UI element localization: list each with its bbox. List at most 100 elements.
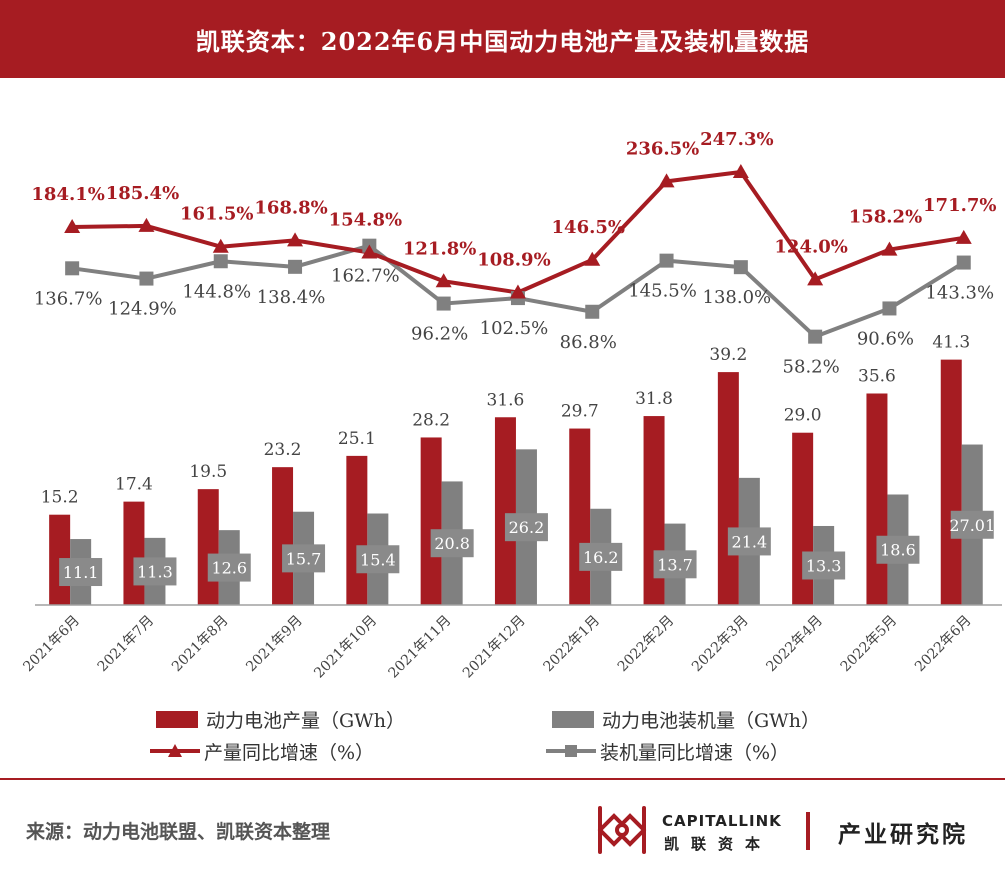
source-note: 来源：动力电池联盟、凯联资本整理	[26, 821, 331, 843]
marker-production-growth	[212, 238, 229, 253]
bar-installed-label-box	[504, 513, 548, 542]
bar-production	[940, 359, 962, 605]
marker-production-growth	[138, 217, 155, 232]
line-production-growth-label: 247.3%	[700, 129, 773, 150]
x-tick-label: 2022年3月	[689, 613, 752, 676]
bar-installed-label: 16.2	[583, 548, 619, 567]
line-installed-growth-label: 144.8%	[182, 281, 251, 302]
line-production-growth-label: 161.5%	[180, 204, 253, 225]
legend-installed-growth-label: 装机量同比增速（%）	[600, 741, 790, 764]
bar-installed-label-box	[430, 529, 474, 558]
marker-installed-growth	[659, 253, 674, 268]
marker-installed-growth	[65, 261, 80, 276]
marker-production-growth	[807, 271, 824, 286]
marker-production-growth	[732, 164, 749, 179]
marker-production-growth	[584, 251, 601, 266]
bar-installed-label: 20.8	[434, 534, 470, 553]
marker-installed-growth	[882, 301, 897, 316]
bar-production	[420, 437, 442, 605]
bar-installed-label: 26.2	[509, 518, 545, 537]
x-tick-label: 2022年2月	[615, 613, 678, 676]
line-production-growth	[72, 170, 965, 295]
line-installed-growth-label: 58.2%	[783, 357, 840, 378]
line-production-growth-label: 108.9%	[477, 250, 550, 271]
bar-production-label: 28.2	[412, 410, 450, 430]
bar-production-label: 31.6	[487, 390, 525, 410]
line-installed-growth-label: 90.6%	[857, 328, 914, 349]
bar-installed-label-box	[356, 545, 400, 574]
line-installed-growth-label: 162.7%	[331, 266, 400, 287]
bar-production-label: 35.6	[858, 366, 896, 386]
bar-installed-label: 13.3	[806, 556, 842, 575]
footer-divider	[0, 778, 1005, 780]
bar-installed-label: 21.4	[732, 532, 768, 551]
line-installed-growth-label: 136.7%	[34, 288, 103, 309]
marker-installed-growth	[733, 260, 748, 275]
bar-installed-label-box	[802, 551, 846, 580]
battery-chart: 15.2 11.1 17.4 11.3 19.5 12.6 23.2 15.7 25.1 15.4…	[20, 129, 1002, 682]
x-tick-label: 2021年10月	[311, 613, 380, 682]
bar-installed-label-box	[579, 542, 623, 571]
legend-installed-label: 动力电池装机量（GWh）	[602, 709, 820, 732]
bar-installed-label-box	[207, 553, 251, 582]
marker-installed-growth	[213, 254, 228, 269]
marker-production-growth	[435, 273, 452, 288]
line-installed-growth-label: 102.5%	[480, 318, 549, 339]
line-production-growth-label: 146.5%	[552, 217, 625, 238]
legend-production-growth-label: 产量同比增速（%）	[204, 741, 375, 764]
line-installed-growth-label: 138.0%	[703, 287, 772, 308]
line-installed-growth-label: 86.8%	[560, 332, 617, 353]
bar-production-label: 15.2	[41, 488, 79, 508]
line-installed-growth-label: 143.3%	[925, 283, 994, 304]
x-tick-label: 2021年6月	[20, 613, 83, 676]
bar-installed-label-box	[133, 557, 177, 586]
legend-production-swatch	[156, 710, 198, 728]
line-production-growth-label: 121.8%	[403, 238, 476, 259]
legend-production: 动力电池产量（GWh）	[156, 706, 405, 732]
header-banner: 凯联资本：2022年6月中国动力电池产量及装机量数据	[0, 0, 1005, 78]
bar-production	[569, 428, 591, 605]
brand-english: CAPITALLINK	[662, 812, 782, 830]
legend-triangle-marker-icon	[150, 744, 200, 757]
bar-installed-label: 11.3	[137, 562, 173, 581]
legend-installed-growth: 装机量同比增速（%）	[546, 738, 789, 764]
marker-production-growth	[287, 232, 304, 247]
bar-installed-label: 11.1	[63, 563, 99, 582]
bar-production	[197, 489, 219, 605]
legend-production-growth: 产量同比增速（%）	[150, 738, 374, 764]
line-production-growth-label: 184.1%	[31, 184, 104, 205]
marker-production-growth	[881, 241, 898, 256]
line-production-growth-label: 171.7%	[923, 195, 996, 216]
marker-installed-growth	[139, 271, 154, 286]
bar-installed-label-box	[59, 558, 103, 587]
marker-production-growth	[658, 173, 675, 188]
bar-production-label: 23.2	[264, 440, 302, 460]
x-tick-label: 2021年8月	[169, 613, 232, 676]
bar-installed-label-box	[876, 535, 920, 564]
line-installed-growth-label: 96.2%	[411, 324, 468, 345]
brand-chinese: 凯联资本	[664, 835, 773, 853]
institute-name: 产业研究院	[838, 821, 968, 848]
bar-installed-label: 27.01	[949, 516, 995, 535]
marker-installed-growth	[808, 329, 823, 344]
x-tick-label: 2021年12月	[460, 613, 529, 682]
line-production-growth-label: 158.2%	[849, 207, 922, 228]
bar-production-label: 19.5	[189, 462, 227, 482]
brand-separator	[806, 812, 810, 850]
legend-installed-swatch	[552, 710, 594, 728]
bar-installed-label-box	[282, 544, 326, 573]
bar-installed-label-box	[727, 527, 771, 556]
line-installed-growth-label: 145.5%	[628, 281, 697, 302]
page-title: 凯联资本：2022年6月中国动力电池产量及装机量数据	[195, 26, 810, 56]
bar-production-label: 25.1	[338, 429, 376, 449]
marker-production-growth	[509, 284, 526, 299]
bar-production-label: 29.7	[561, 402, 599, 422]
bar-production	[272, 467, 294, 605]
x-tick-label: 2022年5月	[838, 613, 901, 676]
marker-installed-growth	[956, 255, 971, 270]
marker-production-growth	[64, 219, 81, 234]
x-tick-label: 2021年9月	[243, 613, 306, 676]
line-installed-growth-label: 138.4%	[257, 287, 326, 308]
line-production-growth-label: 185.4%	[106, 183, 179, 204]
x-tick-label: 2021年11月	[386, 613, 455, 682]
